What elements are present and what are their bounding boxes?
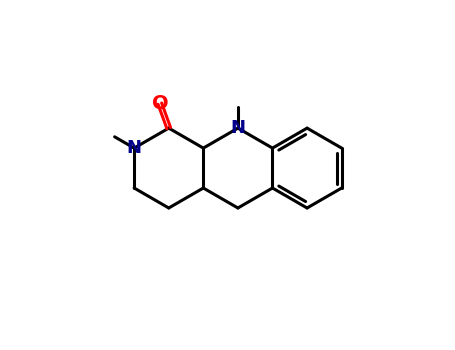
Text: N: N <box>230 119 245 137</box>
Text: O: O <box>152 94 168 113</box>
Text: N: N <box>126 139 142 157</box>
